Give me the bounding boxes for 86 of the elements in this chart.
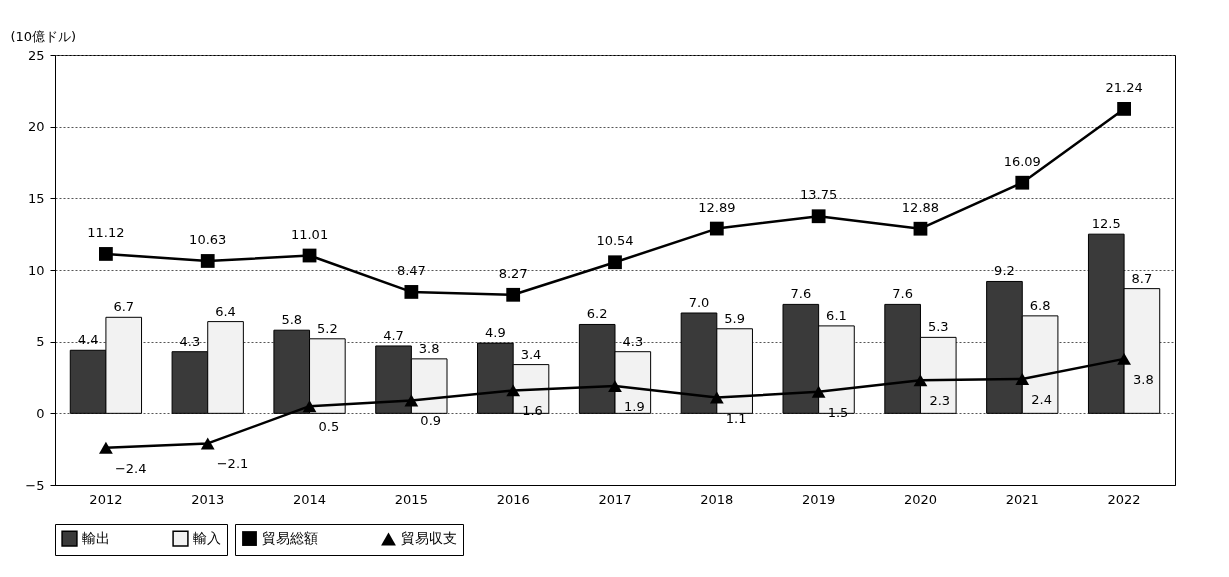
data-label: 5.9: [724, 310, 745, 326]
data-label: 6.4: [215, 303, 236, 319]
point: [1015, 175, 1030, 190]
data-label: 8.47: [396, 262, 426, 278]
data-label: 10.63: [189, 231, 227, 247]
x-tick-label: 2017: [598, 491, 632, 507]
data-label: 6.8: [1029, 297, 1051, 313]
data-label: 12.89: [698, 199, 736, 215]
data-label: 5.3: [927, 319, 949, 335]
data-label: 9.2: [994, 263, 1015, 279]
y-tick-label: 5: [36, 334, 45, 350]
data-label: 7.6: [892, 286, 913, 302]
data-label: 8.27: [498, 265, 528, 281]
data-label: 12.5: [1091, 216, 1121, 232]
y-tick-label: 25: [27, 47, 45, 63]
data-label: 10.54: [596, 233, 634, 249]
point: [709, 221, 724, 236]
y-tick-label: 15: [27, 190, 45, 206]
data-label: 2.4: [1031, 391, 1052, 407]
data-label: 5.2: [317, 320, 338, 336]
x-tick-label: 2016: [496, 491, 530, 507]
data-label: 4.4: [77, 332, 99, 348]
data-label: 11.12: [87, 224, 125, 240]
data-label: 2.3: [929, 393, 951, 409]
x-tick-label: 2014: [293, 491, 327, 507]
point: [99, 247, 113, 261]
data-label: 11.01: [290, 226, 329, 242]
point: [811, 385, 826, 398]
data-label: 1.1: [725, 410, 747, 426]
y-axis-title: (10億ドル): [10, 28, 77, 44]
x-tick-label: 2012: [89, 491, 123, 507]
data-label: −2.4: [114, 460, 147, 476]
data-label: 4.9: [485, 325, 506, 341]
data-label: 0.5: [318, 419, 340, 435]
x-tick-label: 2022: [1107, 491, 1141, 507]
x-tick-label: 2021: [1005, 491, 1039, 507]
point: [811, 209, 826, 224]
point: [200, 254, 215, 268]
data-label: 6.1: [826, 307, 847, 323]
data-label: 3.8: [418, 340, 440, 356]
point: [608, 255, 622, 270]
data-label: 4.3: [622, 333, 644, 349]
point: [99, 441, 113, 454]
legend-label: 輸出: [82, 529, 110, 546]
data-label: 13.75: [800, 187, 838, 203]
data-label: 0.9: [420, 413, 442, 429]
y-tick-label: 0: [36, 405, 45, 421]
data-label: 8.7: [1131, 270, 1153, 286]
point: [709, 391, 724, 404]
y-tick-label: −5: [25, 477, 45, 493]
y-tick-label: 10: [27, 262, 45, 278]
legend-label: 輸入: [193, 529, 221, 546]
data-label: 6.7: [113, 299, 135, 315]
point: [404, 285, 419, 299]
point: [1117, 102, 1131, 116]
x-tick-label: 2015: [394, 491, 428, 507]
point: [1117, 352, 1131, 365]
y-tick-label: 20: [27, 119, 45, 135]
point: [913, 221, 928, 236]
point: [913, 374, 928, 387]
point: [506, 384, 521, 397]
point: [404, 394, 419, 407]
data-label: 3.8: [1133, 371, 1154, 387]
x-tick-label: 2018: [700, 491, 734, 507]
data-label: 1.9: [624, 399, 645, 415]
data-label: 4.7: [383, 327, 404, 343]
data-label: 4.3: [179, 333, 201, 349]
point: [506, 287, 521, 302]
x-tick-label: 2020: [903, 491, 937, 507]
legend-label: 貿易収支: [401, 530, 457, 547]
data-label: 7.0: [688, 295, 710, 310]
point: [302, 400, 317, 413]
data-label: 12.88: [901, 199, 940, 215]
data-label: 5.8: [281, 312, 303, 328]
data-label: 21.24: [1105, 79, 1143, 95]
x-tick-label: 2013: [191, 491, 225, 507]
data-label: 7.6: [790, 286, 812, 302]
data-label: 6.2: [586, 306, 608, 322]
data-label: −2.1: [216, 456, 249, 472]
legend-label: 貿易総額: [262, 529, 318, 546]
data-label: 3.4: [520, 346, 542, 362]
point: [1015, 372, 1030, 385]
x-tick-label: 2019: [802, 491, 836, 507]
point: [200, 437, 215, 450]
point: [608, 380, 622, 393]
data-label: 16.09: [1003, 153, 1041, 169]
